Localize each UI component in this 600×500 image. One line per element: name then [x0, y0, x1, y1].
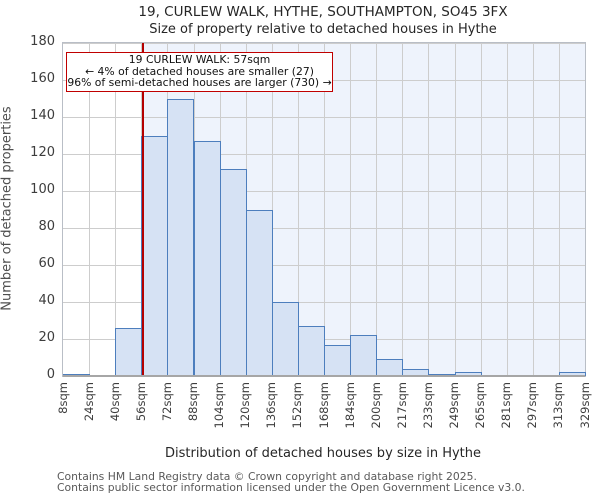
x-tick-label: 281sqm	[499, 382, 514, 429]
x-tick-label: 24sqm	[81, 382, 96, 422]
histogram-bar	[271, 302, 299, 376]
footer-attribution-line1: Contains HM Land Registry data © Crown c…	[57, 470, 477, 483]
y-tick-label: 20	[38, 330, 55, 345]
histogram-bar	[219, 168, 247, 376]
v-gridline	[297, 43, 299, 376]
histogram-bar	[141, 135, 169, 376]
x-tick-label: 72sqm	[159, 382, 174, 422]
v-gridline	[506, 43, 508, 376]
histogram-bar	[402, 368, 430, 376]
y-tick-label: 40	[38, 293, 55, 308]
v-gridline	[376, 43, 378, 376]
histogram-bar	[193, 141, 221, 376]
annotation-line3: 96% of semi-detached houses are larger (…	[67, 76, 332, 90]
x-tick-label: 313sqm	[551, 382, 566, 429]
x-tick-label: 233sqm	[420, 382, 435, 429]
annotation-line1: 19 CURLEW WALK: 57sqm	[128, 53, 271, 66]
v-gridline	[428, 43, 430, 376]
x-tick-label: 8sqm	[55, 382, 70, 414]
v-gridline	[115, 43, 117, 376]
histogram-bar	[324, 344, 352, 376]
histogram-bar	[115, 327, 143, 376]
y-tick-label: 60	[38, 256, 55, 271]
x-tick-label: 168sqm	[316, 382, 331, 429]
x-tick-label: 184sqm	[342, 382, 357, 429]
x-tick-label: 249sqm	[447, 382, 461, 429]
histogram-bar	[167, 98, 195, 376]
x-tick-label: 200sqm	[368, 382, 383, 429]
annotation-box: 19 CURLEW WALK: 57sqm ← 4% of detached h…	[66, 52, 333, 92]
histogram-bar	[350, 335, 378, 376]
histogram-bar	[376, 359, 404, 376]
x-tick-label: 120sqm	[238, 382, 253, 429]
x-tick-label: 104sqm	[212, 382, 227, 429]
y-axis-label: Number of detached properties	[0, 106, 15, 311]
histogram-bar	[297, 326, 325, 376]
x-tick-label: 152sqm	[290, 382, 305, 429]
x-tick-label: 136sqm	[264, 382, 279, 429]
x-tick-label: 40sqm	[107, 382, 122, 422]
histogram-bar	[558, 372, 586, 376]
x-tick-label: 217sqm	[394, 382, 409, 429]
property-size-marker-line	[141, 43, 144, 376]
y-tick-label: 160	[30, 71, 55, 86]
v-gridline	[402, 43, 404, 376]
chart-subtitle: Size of property relative to detached ho…	[149, 22, 497, 37]
x-tick-label: 329sqm	[577, 382, 592, 429]
v-gridline	[454, 43, 456, 376]
footer-attribution-line2: Contains public sector information licen…	[57, 481, 525, 494]
v-gridline	[350, 43, 352, 376]
y-tick-label: 140	[30, 108, 55, 123]
v-gridline	[324, 43, 325, 376]
v-gridline	[532, 43, 534, 376]
y-tick-label: 120	[30, 145, 55, 160]
v-gridline	[480, 43, 482, 376]
y-tick-label: 0	[46, 367, 55, 382]
annotation-line2: ← 4% of detached houses are smaller (27)	[85, 64, 314, 78]
y-tick-label: 100	[30, 182, 55, 197]
plot-area	[62, 42, 586, 377]
y-tick-label: 80	[38, 219, 55, 234]
histogram-bar	[245, 209, 273, 376]
x-tick-label: 265sqm	[473, 382, 488, 429]
chart-title: 19, CURLEW WALK, HYTHE, SOUTHAMPTON, SO4…	[138, 4, 508, 20]
v-gridline	[558, 43, 560, 376]
x-axis-spine	[63, 375, 585, 377]
x-axis-label: Distribution of detached houses by size …	[164, 446, 482, 461]
x-tick-label: 297sqm	[525, 382, 540, 429]
y-tick-label: 180	[30, 34, 55, 49]
v-gridline	[89, 43, 91, 376]
x-tick-label: 88sqm	[186, 382, 200, 422]
x-tick-label: 56sqm	[133, 382, 148, 422]
histogram-bar	[454, 372, 482, 376]
